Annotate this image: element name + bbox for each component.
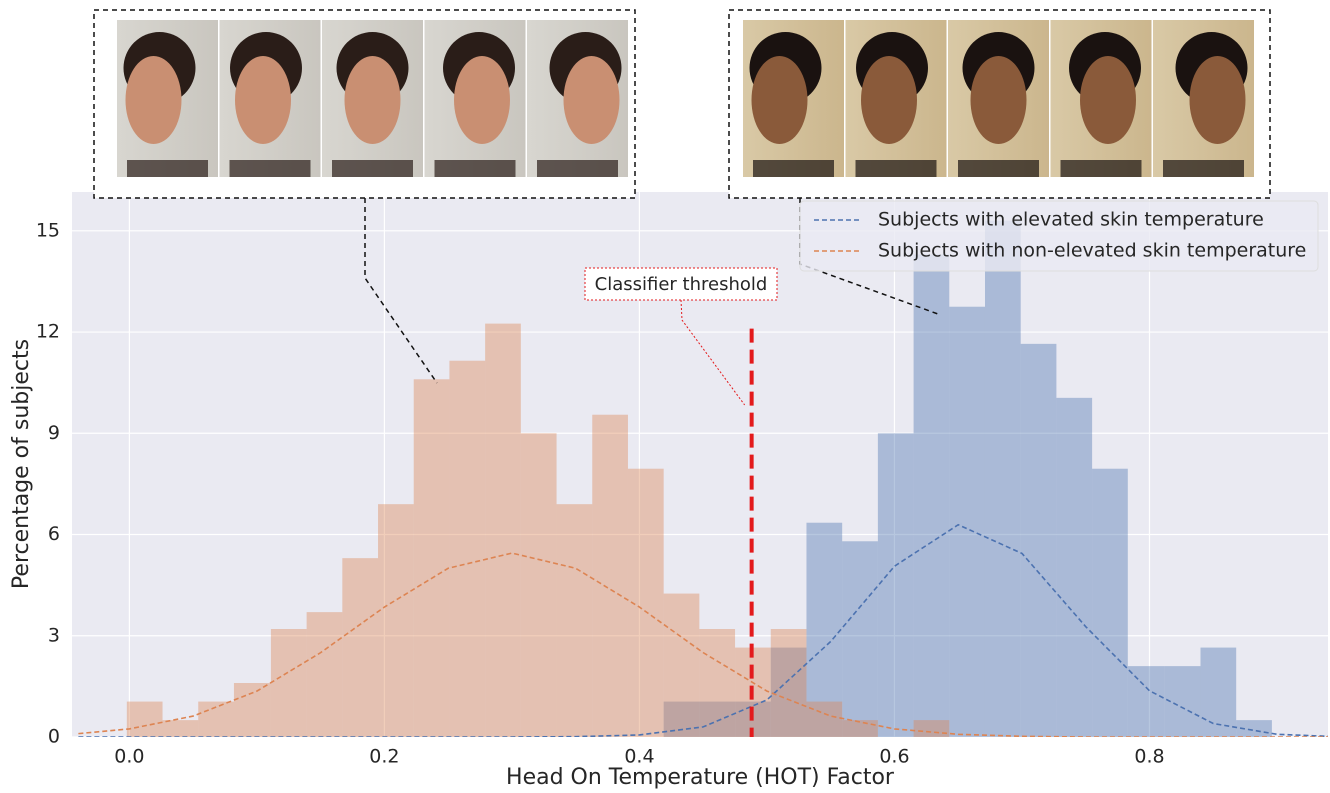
- histogram-bar: [1056, 397, 1093, 737]
- histogram-bar: [984, 220, 1021, 737]
- photo-shoulders: [332, 160, 413, 177]
- photo-shoulders: [1060, 160, 1142, 177]
- photo-shoulders: [229, 160, 311, 177]
- histogram-bar: [913, 720, 950, 737]
- histogram-bar: [306, 612, 343, 737]
- legend-label: Subjects with non-elevated skin temperat…: [878, 240, 1306, 262]
- photo-face: [344, 56, 401, 144]
- photo-face: [1080, 56, 1136, 144]
- x-tick-label: 0.4: [624, 746, 654, 768]
- histogram-bar: [233, 683, 271, 737]
- histogram-bar: [699, 701, 736, 737]
- histogram-bar: [699, 629, 736, 737]
- threshold-label-box: [584, 267, 778, 301]
- legend-box: [799, 200, 1319, 272]
- photo-face: [861, 56, 917, 144]
- photo-face: [125, 56, 182, 144]
- photo-strip-left: [93, 9, 636, 384]
- histogram-bar: [485, 323, 521, 737]
- histogram-bar: [842, 541, 878, 737]
- legend: Subjects with elevated skin temperature S…: [799, 200, 1319, 272]
- histogram-bar: [1127, 666, 1165, 737]
- x-tick-label: 0.6: [879, 746, 909, 768]
- y-tick-label: 6: [48, 523, 60, 545]
- histogram-bar: [449, 360, 486, 737]
- histogram-bar: [556, 504, 593, 737]
- photo-shoulders: [855, 160, 937, 177]
- histogram-bar: [913, 254, 950, 737]
- photo-shoulders: [1163, 160, 1244, 177]
- x-tick-label: 0.2: [369, 746, 399, 768]
- histogram-bar: [663, 593, 700, 737]
- photo-shoulders: [434, 160, 516, 177]
- y-axis-label: Percentage of subjects: [9, 339, 34, 589]
- histogram-bar: [342, 558, 379, 737]
- photo-strip-right: [728, 9, 1271, 315]
- legend-label: Subjects with elevated skin temperature: [878, 209, 1264, 231]
- histogram-bar: [1200, 647, 1237, 737]
- histogram-bar: [270, 629, 307, 737]
- photo-face: [1189, 56, 1246, 144]
- photo-shoulders: [753, 160, 834, 177]
- histogram-bar: [126, 701, 163, 737]
- histogram-bar: [770, 647, 807, 737]
- x-axis-label: Head On Temperature (HOT) Factor: [506, 765, 895, 790]
- histogram-bar: [770, 629, 807, 737]
- x-tick-label: 0.8: [1134, 746, 1164, 768]
- histogram-bar: [663, 701, 700, 737]
- fit-curve: [78, 552, 1328, 737]
- histogram-bar: [842, 720, 878, 737]
- histogram-bar: [806, 522, 843, 737]
- photo-face: [751, 56, 808, 144]
- histogram-bar: [378, 504, 414, 737]
- histogram-bar: [162, 720, 199, 737]
- histogram-bar: [877, 433, 914, 737]
- photo-shoulders: [537, 160, 618, 177]
- histogram-bar: [949, 306, 985, 737]
- photo-shoulders: [127, 160, 208, 177]
- histogram-bar: [413, 379, 450, 737]
- x-tick-label: 0.0: [114, 746, 144, 768]
- y-tick-label: 0: [48, 726, 60, 748]
- threshold-connector: [680, 299, 746, 406]
- photo-face: [454, 56, 510, 144]
- photo-face: [235, 56, 291, 144]
- histogram-bar: [520, 433, 557, 737]
- photo-face: [563, 56, 620, 144]
- histogram-bar: [1164, 666, 1201, 737]
- y-tick-label: 3: [48, 624, 60, 646]
- histogram-bar: [1020, 343, 1057, 737]
- threshold-label: Classifier threshold: [595, 274, 768, 295]
- y-tick-label: 9: [48, 422, 60, 444]
- y-tick-label: 12: [36, 321, 60, 343]
- histogram-bar: [1236, 720, 1272, 737]
- histogram-bar: [1092, 468, 1128, 737]
- fit-curve: [78, 523, 1328, 737]
- photo-face: [970, 56, 1027, 144]
- y-tick-label: 15: [36, 219, 60, 241]
- histogram-bar: [806, 701, 843, 737]
- photo-shoulders: [958, 160, 1039, 177]
- histogram-bar: [592, 414, 628, 737]
